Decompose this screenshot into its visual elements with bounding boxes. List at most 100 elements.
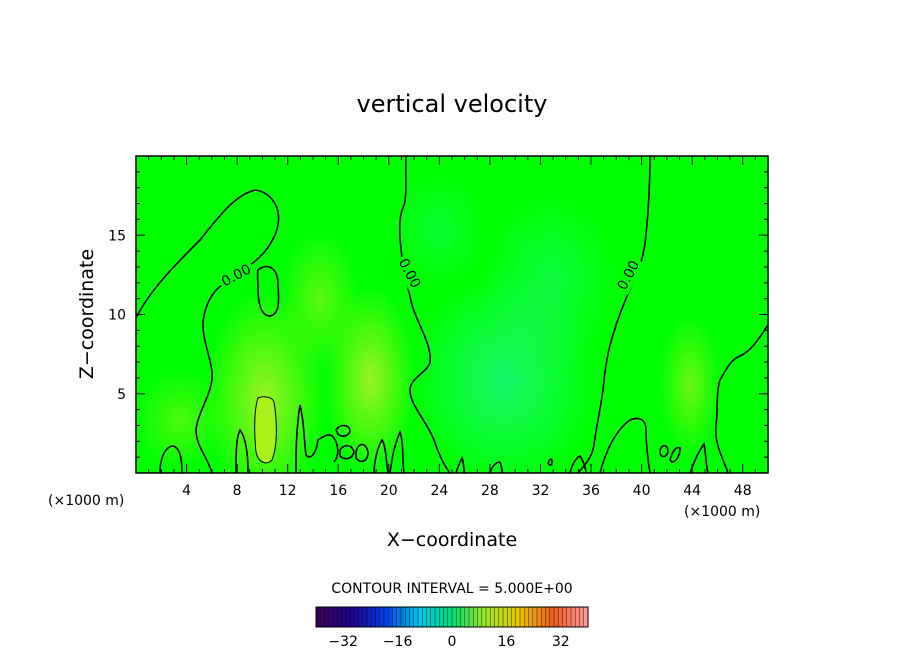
- colorbar-swatch: [554, 607, 559, 627]
- contour-interval-label: CONTOUR INTERVAL = 5.000E+00: [331, 581, 572, 597]
- colorbar-swatch: [452, 607, 457, 627]
- colorbar-swatch: [409, 607, 414, 627]
- x-tick-label: 44: [683, 483, 701, 499]
- colorbar-swatch: [384, 607, 389, 627]
- contour-small-5: [339, 444, 355, 460]
- contour-small-1: [159, 445, 183, 473]
- colorbar-swatch: [430, 607, 435, 627]
- colorbar-swatch: [528, 607, 533, 627]
- colorbar-frame: [315, 606, 589, 628]
- x-tick-label: 16: [329, 483, 347, 499]
- x-tick-label: 40: [633, 483, 651, 499]
- colorbar-tick-label: 32: [552, 634, 570, 650]
- colorbar-swatch: [511, 607, 516, 627]
- colorbar-swatch: [388, 607, 393, 627]
- colorbar-swatch: [494, 607, 499, 627]
- shade-warm-4: [660, 315, 720, 455]
- contour-small-6: [355, 443, 369, 463]
- y-axis-title: Z−coordinate: [76, 249, 98, 379]
- colorbar-swatch: [371, 607, 376, 627]
- y-tick-label: 5: [117, 387, 126, 403]
- x-tick-label: 12: [279, 483, 297, 499]
- colorbar-swatch: [337, 607, 342, 627]
- x-axis-ticks: 4 8 12 16 20 24 28 32 36 40 44 48: [148, 156, 756, 499]
- colorbar-swatch: [507, 607, 512, 627]
- colorbar-swatch: [367, 607, 372, 627]
- colorbar-swatch: [324, 607, 329, 627]
- colorbar-swatch: [316, 607, 321, 627]
- colorbar-swatch: [515, 607, 520, 627]
- x-tick-label: 28: [481, 483, 499, 499]
- contour-loop-1: [256, 265, 280, 317]
- colorbar-swatch: [583, 607, 588, 627]
- contour-small-4: [335, 424, 351, 437]
- colorbar-swatch: [443, 607, 448, 627]
- shade-cool-3: [390, 170, 490, 290]
- colorbar-swatch: [532, 607, 537, 627]
- contour-small-10: [489, 461, 503, 473]
- colorbar-swatch: [549, 607, 554, 627]
- contour-small-14: [669, 446, 681, 463]
- contour-small-16: [547, 458, 553, 466]
- colorbar-swatch: [503, 607, 508, 627]
- y-tick-label: 15: [108, 228, 126, 244]
- contour-mid-1: [398, 156, 451, 473]
- colorbar-swatch: [473, 607, 478, 627]
- contour-small-9: [455, 455, 465, 473]
- colorbar-ticks: −32 −16 0 16 32: [328, 634, 569, 650]
- colorbar: [315, 606, 589, 628]
- y-axis-ticks: 5 10 15: [108, 171, 768, 458]
- x-axis-title: X−coordinate: [387, 529, 517, 551]
- colorbar-swatch: [575, 607, 580, 627]
- contour-mid-2: [577, 156, 651, 473]
- x-tick-label: 20: [380, 483, 398, 499]
- updraft-cell: [254, 396, 277, 464]
- colorbar-swatch: [537, 607, 542, 627]
- colorbar-swatch: [354, 607, 359, 627]
- contour-small-2: [235, 428, 249, 473]
- colorbar-swatch: [524, 607, 529, 627]
- y-tick-label: 10: [108, 308, 126, 324]
- colorbar-swatch: [566, 607, 571, 627]
- colorbar-swatch: [341, 607, 346, 627]
- shade-warm-5: [136, 370, 225, 470]
- colorbar-swatch: [579, 607, 584, 627]
- x-tick-label: 8: [233, 483, 242, 499]
- x-unit-note-left: (×1000 m): [48, 493, 124, 509]
- shade-warm-3: [280, 230, 360, 370]
- colorbar-swatch: [333, 607, 338, 627]
- colorbar-swatch: [486, 607, 491, 627]
- colorbar-swatch: [545, 607, 550, 627]
- colorbar-tick-label: 0: [448, 634, 457, 650]
- colorbar-swatch: [435, 607, 440, 627]
- colorbar-swatch: [396, 607, 401, 627]
- colorbar-swatch: [375, 607, 380, 627]
- contour-small-7: [373, 438, 389, 473]
- colorbar-swatch: [447, 607, 452, 627]
- colorbar-swatch: [490, 607, 495, 627]
- x-tick-label: 48: [734, 483, 752, 499]
- contour-small-13: [659, 444, 669, 458]
- x-unit-note-right: (×1000 m): [684, 504, 760, 520]
- colorbar-swatch: [422, 607, 427, 627]
- colorbar-swatch: [520, 607, 525, 627]
- colorbar-swatch: [469, 607, 474, 627]
- plot-area: 0.00 0.00 0.00: [136, 156, 768, 473]
- colorbar-swatch: [401, 607, 406, 627]
- colorbar-swatch: [320, 607, 325, 627]
- contour-small-11: [569, 454, 587, 473]
- contour-small-8: [389, 429, 405, 473]
- colorbar-swatch: [413, 607, 418, 627]
- colorbar-swatch: [379, 607, 384, 627]
- colorbar-swatch: [405, 607, 410, 627]
- colorbar-swatch: [541, 607, 546, 627]
- colorbar-swatch: [562, 607, 567, 627]
- x-tick-label: 32: [532, 483, 550, 499]
- colorbar-swatch: [418, 607, 423, 627]
- colorbar-swatch: [439, 607, 444, 627]
- colorbar-swatch: [498, 607, 503, 627]
- x-tick-label: 4: [182, 483, 191, 499]
- x-tick-label: 24: [430, 483, 448, 499]
- contour-small-3: [295, 404, 339, 473]
